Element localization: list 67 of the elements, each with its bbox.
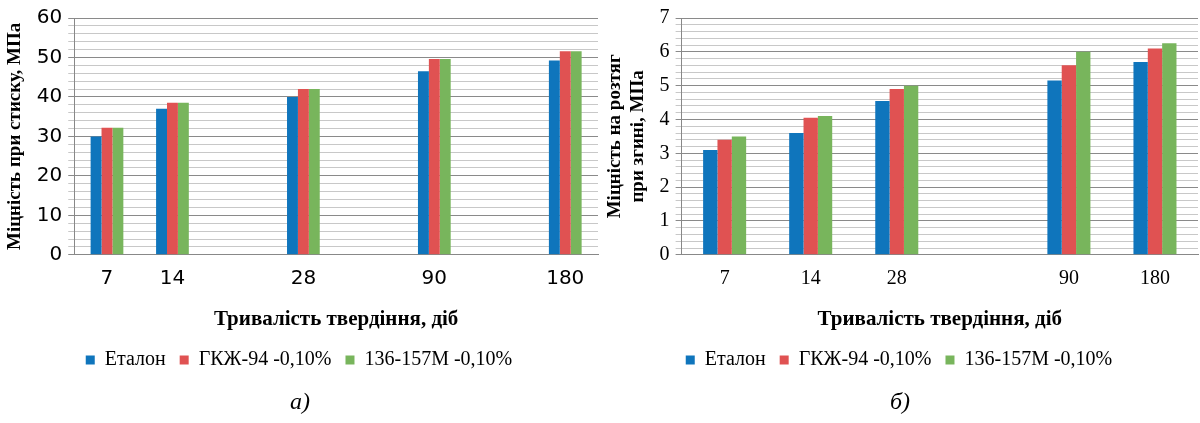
x-tick-label: 180 xyxy=(546,265,585,289)
bar xyxy=(1147,48,1163,255)
bar xyxy=(570,51,582,255)
bar xyxy=(439,59,451,255)
x-tick-label: 7 xyxy=(100,265,114,289)
bar xyxy=(308,89,320,255)
bar xyxy=(101,127,113,255)
bar xyxy=(1076,51,1091,255)
legend-label: Еталон xyxy=(104,347,166,370)
x-tick-label: 14 xyxy=(800,266,821,289)
bar xyxy=(789,133,804,255)
legend-label: ГКЖ-94 -0,10% xyxy=(798,347,932,370)
bar xyxy=(817,116,833,255)
y-tick-label: 5 xyxy=(659,72,670,95)
y-tick-label: 50 xyxy=(36,43,63,68)
bar xyxy=(903,85,919,255)
bar xyxy=(717,139,732,255)
bar xyxy=(287,96,298,255)
bar xyxy=(167,102,178,255)
y-tick-label: 3 xyxy=(659,140,670,163)
y-tick-label: 60 xyxy=(36,4,63,29)
x-tick-label: 90 xyxy=(1058,266,1079,289)
x-tick-label: 14 xyxy=(159,265,186,289)
bar xyxy=(1047,80,1062,255)
bar xyxy=(297,89,309,255)
x-axis-title: Тривалість твердіння, діб xyxy=(817,305,1063,330)
bar xyxy=(156,108,167,255)
text: а) xyxy=(289,388,311,415)
x-tick-label: 7 xyxy=(719,266,730,289)
bar xyxy=(703,149,718,255)
y-tick-label: 2 xyxy=(659,174,670,197)
bar xyxy=(112,127,124,255)
x-tick-label: 28 xyxy=(886,266,907,289)
legend-label: Еталон xyxy=(704,347,766,370)
bar xyxy=(548,60,560,255)
x-tick-label: 180 xyxy=(1139,266,1170,289)
x-tick-label: 28 xyxy=(290,265,317,289)
y-tick-label: 20 xyxy=(36,162,63,187)
bar xyxy=(90,136,102,255)
y-tick-label: 10 xyxy=(36,201,63,226)
bar xyxy=(559,51,571,255)
y-tick-label: 40 xyxy=(36,83,63,108)
bar xyxy=(417,71,429,255)
y-tick-label: 6 xyxy=(659,39,670,62)
y-tick-label: 7 xyxy=(659,5,670,28)
bar xyxy=(428,59,440,255)
y-axis-title: Міцність на розтяг при згині, МПа xyxy=(603,54,648,219)
bar xyxy=(875,100,890,255)
x-tick-label: 90 xyxy=(421,265,448,289)
y-tick-label: 30 xyxy=(36,122,63,147)
bar xyxy=(731,136,747,255)
legend-label: 136-157М -0,10% xyxy=(364,347,513,370)
legend-label: ГКЖ-94 -0,10% xyxy=(198,347,332,370)
bar xyxy=(1133,61,1148,255)
legend-label: 136-157М -0,10% xyxy=(964,347,1113,370)
y-axis-title: Міцність при стиску, МПа xyxy=(3,22,25,251)
y-tick-label: 0 xyxy=(49,241,63,265)
bar xyxy=(803,117,818,255)
text: б) xyxy=(888,388,912,415)
x-axis-title: Тривалість твердіння, діб xyxy=(213,305,459,330)
y-tick-label: 1 xyxy=(659,208,670,231)
bar xyxy=(1061,65,1077,255)
bar xyxy=(177,102,189,255)
bar xyxy=(889,89,904,255)
y-tick-label: 4 xyxy=(659,106,670,129)
bar xyxy=(1162,43,1177,255)
y-tick-label: 0 xyxy=(659,242,670,265)
